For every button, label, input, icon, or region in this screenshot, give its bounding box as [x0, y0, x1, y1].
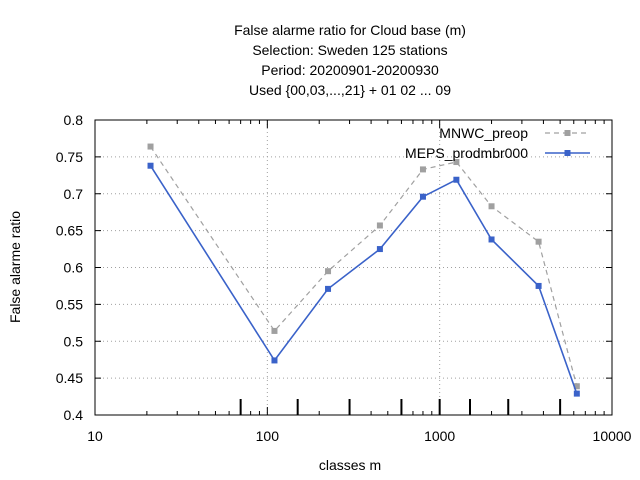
data-point [488, 203, 495, 210]
data-point [271, 327, 278, 334]
y-tick-label: 0.8 [64, 112, 84, 128]
y-axis-label: False alarme ratio [7, 211, 23, 323]
x-tick-label: 100 [256, 428, 280, 444]
y-tick-label: 0.7 [64, 186, 84, 202]
title-line: Period: 20200901-20200930 [261, 62, 439, 78]
legend-item: MEPS_prodmbr000 [405, 145, 590, 161]
title-line: Selection: Sweden 125 stations [252, 42, 447, 58]
data-point [325, 285, 332, 292]
data-point [147, 162, 154, 169]
data-point [453, 159, 460, 166]
series-mnwc-preop [147, 143, 580, 390]
y-tick-label: 0.6 [64, 260, 84, 276]
y-tick-label: 0.5 [64, 333, 84, 349]
series [147, 143, 580, 397]
data-point [271, 357, 278, 364]
y-tick-label: 0.55 [56, 296, 83, 312]
y-tick-label: 0.4 [64, 407, 84, 423]
title-line: False alarme ratio for Cloud base (m) [234, 22, 466, 38]
series-meps-prodmbr000 [147, 162, 580, 397]
x-tick-label: 1000 [424, 428, 455, 444]
data-point [535, 238, 542, 245]
data-point [573, 383, 580, 390]
data-point [535, 282, 542, 289]
data-point [325, 268, 332, 275]
plot-frame [94, 119, 613, 416]
data-point [419, 166, 426, 173]
y-tick-label: 0.45 [56, 370, 83, 386]
x-tick-label: 10 [87, 428, 103, 444]
series-line [149, 165, 578, 394]
x-axis-label: classes m [319, 457, 381, 473]
legend-label: MNWC_preop [439, 125, 528, 141]
title-line: Used {00,03,...,21} + 01 02 ... 09 [249, 82, 451, 98]
data-point [376, 222, 383, 229]
legend-swatch-marker [564, 150, 571, 156]
chart-title: False alarme ratio for Cloud base (m) Sel… [234, 22, 466, 98]
class-markers [239, 399, 562, 415]
y-tick-label: 0.75 [56, 149, 83, 165]
grid [95, 120, 612, 415]
legend: MNWC_preop MEPS_prodmbr000 [405, 125, 590, 161]
x-tick-label: 10000 [593, 428, 632, 444]
data-point [573, 390, 580, 397]
legend-swatch-marker [564, 130, 571, 136]
y-tick-label: 0.65 [56, 223, 83, 239]
data-point [453, 176, 460, 183]
legend-item: MNWC_preop [439, 125, 590, 141]
data-point [147, 143, 154, 150]
data-point [419, 193, 426, 200]
axis-ticks: 0.4 0.45 0.5 0.55 0.6 0.65 0.7 0.75 0.8 10 100 1000… [56, 112, 632, 444]
data-point [376, 246, 383, 253]
legend-label: MEPS_prodmbr000 [405, 145, 528, 161]
data-point [488, 236, 495, 243]
